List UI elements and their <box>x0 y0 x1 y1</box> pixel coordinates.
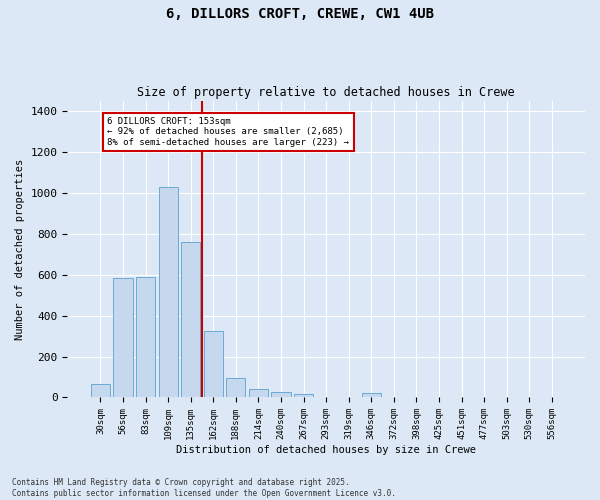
Bar <box>203 331 223 398</box>
Bar <box>158 186 178 398</box>
Bar <box>271 392 290 398</box>
Bar <box>91 384 110 398</box>
Y-axis label: Number of detached properties: Number of detached properties <box>15 158 25 340</box>
Text: 6, DILLORS CROFT, CREWE, CW1 4UB: 6, DILLORS CROFT, CREWE, CW1 4UB <box>166 8 434 22</box>
Bar <box>226 378 245 398</box>
Bar <box>181 242 200 398</box>
Bar <box>136 276 155 398</box>
Bar <box>113 278 133 398</box>
Bar <box>362 394 381 398</box>
Text: 6 DILLORS CROFT: 153sqm
← 92% of detached houses are smaller (2,685)
8% of semi-: 6 DILLORS CROFT: 153sqm ← 92% of detache… <box>107 117 349 147</box>
Bar <box>249 390 268 398</box>
Title: Size of property relative to detached houses in Crewe: Size of property relative to detached ho… <box>137 86 515 100</box>
X-axis label: Distribution of detached houses by size in Crewe: Distribution of detached houses by size … <box>176 445 476 455</box>
Text: Contains HM Land Registry data © Crown copyright and database right 2025.
Contai: Contains HM Land Registry data © Crown c… <box>12 478 396 498</box>
Bar <box>294 394 313 398</box>
